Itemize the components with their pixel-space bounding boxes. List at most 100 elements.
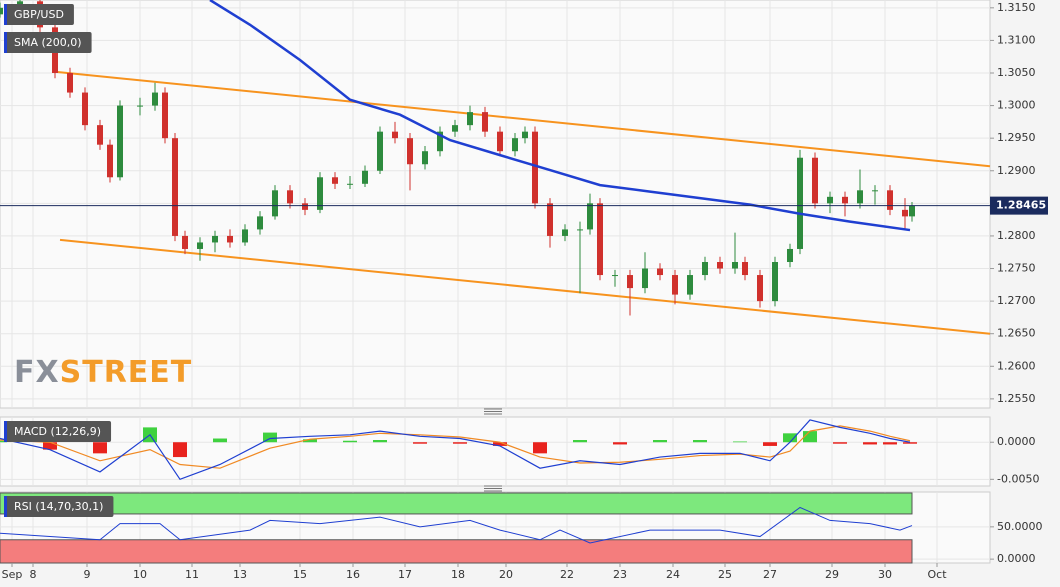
overbought-band [0, 492, 913, 515]
candle-body [742, 262, 748, 276]
trendline [54, 70, 991, 168]
x-tick-label: 8 [30, 568, 37, 581]
histogram-bar [833, 442, 847, 444]
candle-body [482, 112, 488, 132]
watermark: FXSTREET [14, 355, 192, 390]
y-tick-label: 1.2550 [997, 392, 1036, 405]
candle-body [272, 190, 278, 217]
y-tick-label: 1.3000 [997, 99, 1036, 112]
candle-body [97, 125, 103, 145]
sma-line [209, 0, 911, 232]
candle-body [407, 138, 413, 165]
x-tick-label: 30 [878, 568, 892, 581]
histogram-bar [763, 442, 777, 446]
candle-body [787, 248, 793, 263]
candle-body [162, 92, 168, 139]
candle-body [547, 203, 553, 236]
histogram-bar [693, 440, 707, 443]
candle-body [887, 190, 893, 210]
price-panel [0, 0, 991, 409]
x-tick-label: 13 [233, 568, 247, 581]
x-tick-label: 11 [185, 568, 199, 581]
panel-grip[interactable] [484, 408, 502, 492]
candle-body [577, 229, 583, 231]
watermark-part: STREET [60, 355, 193, 390]
candle-body [362, 170, 368, 184]
x-tick-label: 25 [718, 568, 732, 581]
candle-body [732, 262, 738, 269]
y-tick-label: 1.2950 [997, 131, 1036, 144]
x-tick-label: Sep [2, 568, 23, 581]
x-tick-label: 27 [763, 568, 777, 581]
candle-body [437, 131, 443, 152]
candle-body [857, 190, 863, 204]
candle-body [287, 190, 293, 204]
candle-body [137, 105, 143, 107]
label-text: SMA (200,0) [14, 36, 82, 49]
histogram-bar [413, 442, 427, 444]
y-tick-label: 1.2700 [997, 294, 1036, 307]
candle-body [107, 144, 113, 178]
label-box [4, 421, 112, 442]
candle-body [117, 105, 123, 178]
histogram-bar [803, 431, 817, 443]
label-accent [4, 496, 7, 517]
histogram-bar [0, 440, 7, 443]
candle-body [392, 131, 398, 139]
indicator-label: GBP/USD [4, 4, 74, 25]
y-tick-label: 1.2600 [997, 359, 1036, 372]
watermark-part: FX [14, 355, 60, 390]
y-tick-label: 0.0000 [997, 435, 1036, 448]
histogram-bar [493, 442, 507, 446]
rsi-line [0, 506, 913, 544]
indicator-label: MACD (12,26,9) [4, 421, 112, 442]
y-tick-label: -0.0050 [997, 472, 1039, 485]
label-box [4, 496, 114, 517]
x-tick-label: 20 [499, 568, 513, 581]
candle-body [467, 112, 473, 126]
histogram-bar [43, 442, 57, 450]
x-tick-label: Oct [927, 568, 947, 581]
candle-body [257, 216, 263, 230]
candle-body [532, 131, 538, 204]
x-tick-label: 9 [84, 568, 91, 581]
trendline [59, 238, 991, 335]
candle-body [0, 7, 3, 15]
candle-body [597, 203, 603, 276]
candle-body [242, 229, 248, 243]
label-accent [4, 32, 7, 53]
y-tick-label: 1.2800 [997, 229, 1036, 242]
candle-body [797, 157, 803, 249]
candle-body [377, 131, 383, 171]
candle-body [227, 235, 233, 243]
indicator-label: RSI (14,70,30,1) [4, 496, 114, 517]
candle-body [522, 131, 528, 139]
macd-line [0, 419, 911, 481]
x-tick-label: 29 [825, 568, 839, 581]
histogram-bar [453, 442, 467, 444]
candle-body [902, 209, 908, 217]
indicator-label: SMA (200,0) [4, 32, 92, 53]
y-tick-label: 50.0000 [997, 520, 1043, 533]
y-tick-label: 1.3100 [997, 33, 1036, 46]
candle-body [909, 205, 915, 217]
last-price-box [990, 196, 1048, 215]
x-tick-label: 16 [346, 568, 360, 581]
oversold-band [0, 539, 913, 564]
y-tick-label: 1.2900 [997, 164, 1036, 177]
candle-body [672, 275, 678, 295]
candle-body [172, 138, 178, 236]
candle-body [182, 235, 188, 249]
histogram-bar [213, 438, 227, 443]
label-accent [4, 421, 7, 442]
label-accent [4, 4, 7, 25]
candle-body [642, 268, 648, 289]
candle-body [302, 203, 308, 210]
y-tick-label: 1.3050 [997, 66, 1036, 79]
histogram-bar [373, 440, 387, 443]
candle-body [687, 275, 693, 295]
candle-body [512, 138, 518, 152]
x-tick-label: 15 [293, 568, 307, 581]
candle-body [842, 196, 848, 204]
